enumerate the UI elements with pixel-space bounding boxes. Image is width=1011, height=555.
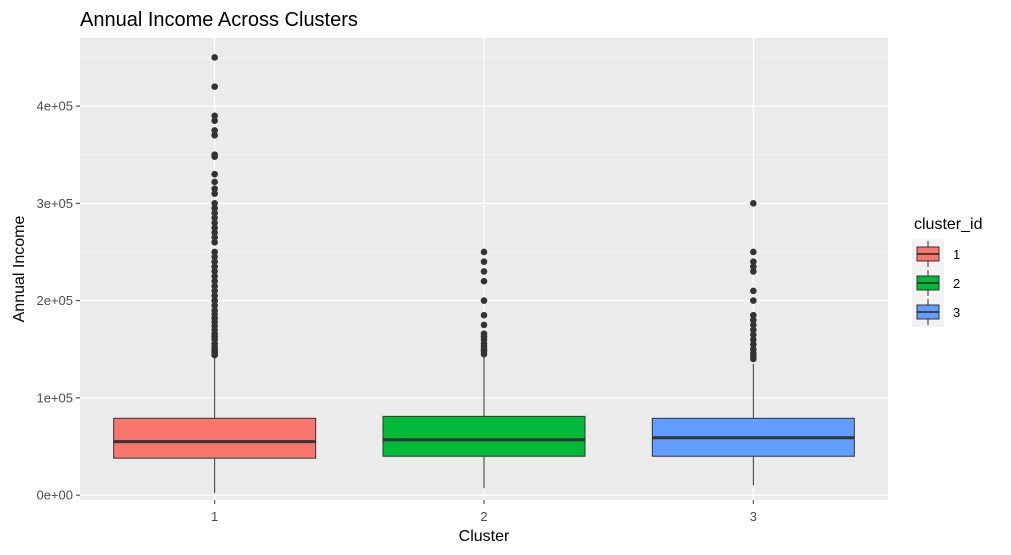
box-series <box>113 54 855 494</box>
outlier-point <box>211 224 218 231</box>
outlier-point <box>750 263 757 270</box>
outlier-point <box>211 204 218 212</box>
outlier-point <box>211 258 218 266</box>
outlier-point <box>211 185 218 193</box>
outlier-point <box>750 258 757 266</box>
box-cluster-3 <box>651 200 855 486</box>
outlier-point <box>211 268 218 275</box>
legend-label: 2 <box>953 276 960 291</box>
outlier-point <box>480 268 488 275</box>
outlier-point <box>750 316 757 324</box>
outlier-point <box>480 330 488 337</box>
x-tick-label: 3 <box>750 509 757 524</box>
legend-key-2: 2 <box>916 270 960 296</box>
outlier-point <box>750 326 757 334</box>
legend-key-1: 1 <box>916 241 960 267</box>
outlier-point <box>750 311 757 319</box>
outlier-point <box>211 307 218 314</box>
outlier-point <box>480 258 488 266</box>
legend-label: 3 <box>953 305 960 320</box>
y-tick-label: 4e+05 <box>36 99 73 114</box>
chart-title: Annual Income Across Clusters <box>80 9 358 31</box>
outlier-point <box>211 178 218 186</box>
outlier-point <box>211 263 218 270</box>
outlier-point <box>211 248 218 256</box>
outlier-point <box>211 190 218 197</box>
outlier-point <box>750 321 757 329</box>
outlier-point <box>750 336 757 343</box>
x-axis-ticks: 1 2 3 <box>211 500 757 524</box>
outlier-point <box>211 131 218 139</box>
box-cluster-1 <box>113 54 317 494</box>
outlier-point <box>480 248 488 256</box>
y-tick-label: 2e+05 <box>36 293 73 308</box>
outlier-point <box>750 331 757 338</box>
y-tick-label: 3e+05 <box>36 196 73 211</box>
outlier-point <box>211 200 218 207</box>
y-tick-label: 1e+05 <box>36 390 73 405</box>
y-tick-label: 0e+00 <box>36 488 73 503</box>
box-iqr <box>382 415 586 457</box>
y-axis-ticks: 0e+00 1e+05 2e+05 3e+05 4e+05 <box>36 99 80 503</box>
outlier-point <box>750 287 757 295</box>
legend-title: cluster_id <box>914 216 982 233</box>
outlier-point <box>211 219 218 227</box>
outlier-point <box>480 297 488 304</box>
outlier-point <box>211 292 218 300</box>
outlier-point <box>211 214 218 222</box>
y-axis-title: Annual Income <box>11 216 28 323</box>
outlier-point <box>480 277 488 285</box>
outlier-point <box>211 83 218 90</box>
outlier-point <box>211 112 218 120</box>
x-axis-title: Cluster <box>459 528 510 545</box>
outlier-point <box>750 297 757 304</box>
outlier-point <box>211 272 218 280</box>
outlier-point <box>480 311 488 319</box>
outlier-point <box>211 287 218 295</box>
outlier-point <box>750 345 757 353</box>
x-tick-label: 2 <box>480 509 487 524</box>
outlier-point <box>211 253 218 261</box>
outlier-point <box>211 117 218 124</box>
outlier-point <box>211 127 218 134</box>
outlier-point <box>211 234 218 241</box>
x-tick-label: 1 <box>211 509 218 524</box>
outlier-point <box>750 268 757 275</box>
outlier-point <box>750 200 757 207</box>
outlier-point <box>211 229 218 236</box>
outlier-point <box>211 277 218 285</box>
box-cluster-2 <box>382 248 586 489</box>
outlier-point <box>211 54 218 61</box>
legend: cluster_id 1 2 3 <box>912 216 982 327</box>
legend-label: 1 <box>953 247 960 262</box>
outlier-point <box>211 151 218 159</box>
outlier-point <box>211 282 218 290</box>
outlier-point <box>480 321 488 329</box>
box-iqr <box>113 417 317 459</box>
outlier-point <box>750 341 757 348</box>
legend-key-3: 3 <box>916 299 960 325</box>
outlier-point <box>211 238 218 246</box>
outlier-point <box>211 302 218 309</box>
outlier-point <box>211 170 218 178</box>
outlier-point <box>211 297 218 304</box>
outlier-point <box>211 209 218 217</box>
outlier-point <box>750 248 757 256</box>
